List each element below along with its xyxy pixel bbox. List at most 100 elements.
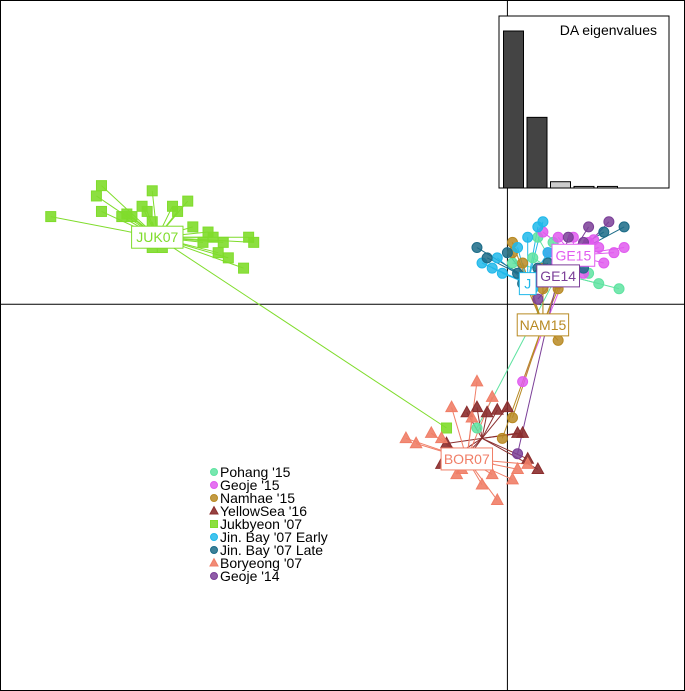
point-7-8 <box>521 456 535 469</box>
point-1-1 <box>552 231 564 243</box>
point-4-9 <box>146 185 158 197</box>
legend-marker-0 <box>210 468 218 476</box>
point-7-12 <box>450 467 464 480</box>
point-5-1 <box>537 216 549 228</box>
eigen-bar-4 <box>597 185 618 189</box>
legend-label-4: Jukbyeon '07 <box>220 516 302 532</box>
point-6-0 <box>471 242 483 254</box>
point-0-8 <box>506 257 518 269</box>
point-3-0 <box>460 405 474 418</box>
point-2-1 <box>517 257 529 269</box>
point-3-3 <box>490 402 504 415</box>
group-label-box-8 <box>536 264 581 288</box>
point-8-4 <box>532 293 544 305</box>
point-4-25 <box>95 205 107 217</box>
eigen-bar-1 <box>526 116 548 189</box>
point-6-1 <box>481 252 493 264</box>
legend-marker-5 <box>210 533 218 541</box>
legend-marker-6 <box>210 546 218 554</box>
point-7-0 <box>470 374 484 387</box>
point-5-6 <box>486 262 498 274</box>
point-7-15 <box>505 472 520 485</box>
legend-label-0: Pohang '15 <box>220 464 291 480</box>
point-0-7 <box>471 422 483 434</box>
point-1-7 <box>598 257 610 269</box>
point-8-1 <box>583 221 595 233</box>
legend-label-5: Jin. Bay '07 Early <box>220 529 328 545</box>
point-4-5 <box>121 208 133 220</box>
point-4-0 <box>45 211 57 223</box>
point-4-24 <box>441 422 453 434</box>
group-label-1: GE15 <box>555 247 591 263</box>
group-label-4: JUK07 <box>136 229 178 245</box>
point-7-1 <box>444 400 459 413</box>
point-0-6 <box>527 252 539 264</box>
legend-marker-4 <box>210 520 218 528</box>
point-4-21 <box>222 252 234 264</box>
point-4-20 <box>238 262 250 274</box>
legend-label-7: Boryeong '07 <box>220 555 302 571</box>
point-0-5 <box>613 283 625 295</box>
point-8-0 <box>603 216 615 228</box>
group-labels: GE15 NAM15 JUK07 J BOR07 GE14 <box>131 225 596 471</box>
eigenvalue-inset: DA eigenvalues <box>498 15 670 189</box>
point-8-2 <box>562 231 574 243</box>
group-label-box-4 <box>131 225 184 249</box>
legend-marker-2 <box>210 494 218 502</box>
point-7-10 <box>490 492 504 505</box>
legend-marker-7 <box>209 557 219 567</box>
point-1-13 <box>588 234 600 246</box>
group-label-box-5 <box>518 272 537 296</box>
legend-marker-8 <box>210 572 218 580</box>
point-4-6 <box>146 216 158 228</box>
point-2-6 <box>552 334 564 346</box>
point-2-8 <box>496 432 508 444</box>
eigen-bar-0 <box>503 30 524 189</box>
legend-label-1: Geoje '15 <box>220 477 280 493</box>
link-4-24 <box>157 236 447 429</box>
legend-marker-1 <box>210 481 218 489</box>
legend-label-6: Jin. Bay '07 Late <box>220 542 323 558</box>
point-4-23 <box>243 231 255 243</box>
point-3-12 <box>516 425 530 438</box>
legend-label-2: Namhae '15 <box>220 490 295 506</box>
group-label-box-2 <box>516 313 570 337</box>
point-4-2 <box>95 180 107 192</box>
point-7-14 <box>485 389 499 402</box>
group-label-7: BOR07 <box>444 451 490 467</box>
legend-marker-3 <box>209 505 219 515</box>
point-7-4 <box>409 436 423 449</box>
point-7-17 <box>434 431 449 444</box>
eigen-inset-title: DA eigenvalues <box>560 22 657 38</box>
point-4-14 <box>187 221 199 233</box>
link-3-4 <box>481 407 508 439</box>
point-2-7 <box>506 412 518 424</box>
point-3-2 <box>480 405 494 418</box>
link-8-7 <box>517 275 559 454</box>
link-3-5 <box>446 437 483 444</box>
point-4-11 <box>182 195 194 207</box>
point-7-3 <box>399 431 413 444</box>
legend-label-3: YellowSea '16 <box>220 503 307 519</box>
point-7-2 <box>424 425 438 438</box>
eigen-bar-2 <box>550 181 571 189</box>
point-1-5 <box>618 242 630 254</box>
legend-label-8: Geoje '14 <box>220 568 280 584</box>
link-3-1 <box>476 407 483 439</box>
point-3-4 <box>500 400 515 413</box>
point-6-10 <box>598 226 610 238</box>
point-0-4 <box>593 278 605 290</box>
point-3-9 <box>531 461 545 475</box>
point-4-19 <box>212 247 224 259</box>
point-6-9 <box>618 221 630 233</box>
group-label-box-7 <box>440 447 494 471</box>
point-4-18 <box>217 236 229 248</box>
point-4-1 <box>90 190 102 202</box>
point-7-13 <box>465 410 479 423</box>
point-7-7 <box>510 461 525 475</box>
point-6-2 <box>501 247 513 259</box>
point-5-2 <box>522 231 534 243</box>
point-4-17 <box>202 226 214 238</box>
